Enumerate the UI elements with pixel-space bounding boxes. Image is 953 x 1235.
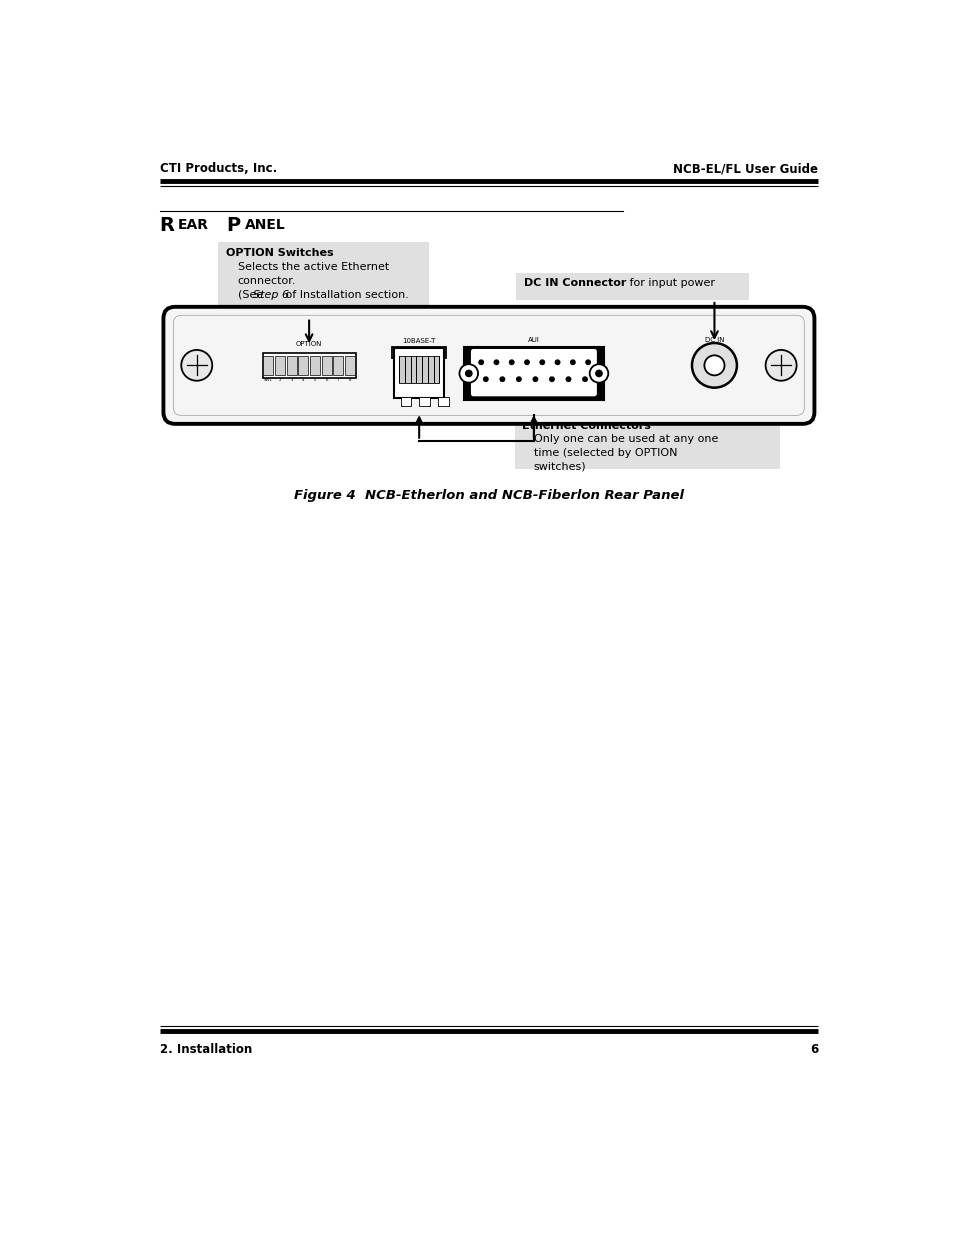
Text: P: P — [226, 216, 240, 235]
Circle shape — [464, 369, 472, 377]
Text: 10BASE-T: 10BASE-T — [402, 338, 436, 343]
FancyBboxPatch shape — [344, 356, 355, 374]
Circle shape — [477, 359, 483, 366]
Text: EAR: EAR — [178, 219, 209, 232]
Text: 6: 6 — [325, 378, 328, 383]
Text: Figure 4  NCB-Etherlon and NCB-Fiberlon Rear Panel: Figure 4 NCB-Etherlon and NCB-Fiberlon R… — [294, 489, 683, 503]
Circle shape — [765, 350, 796, 380]
FancyBboxPatch shape — [286, 356, 296, 374]
Text: ANEL: ANEL — [245, 219, 285, 232]
Circle shape — [459, 364, 477, 383]
Text: CTI Products, Inc.: CTI Products, Inc. — [159, 163, 276, 175]
Circle shape — [565, 377, 571, 382]
Circle shape — [482, 377, 488, 382]
Text: for input power: for input power — [625, 278, 715, 288]
Text: Ethernet Connectors: Ethernet Connectors — [521, 421, 651, 431]
Circle shape — [581, 377, 587, 382]
Circle shape — [493, 359, 498, 366]
Circle shape — [595, 369, 602, 377]
Circle shape — [548, 377, 555, 382]
Text: Selects the active Ethernet: Selects the active Ethernet — [237, 262, 389, 272]
FancyBboxPatch shape — [163, 306, 814, 424]
Circle shape — [691, 343, 736, 388]
Circle shape — [554, 359, 560, 366]
Circle shape — [181, 350, 212, 380]
FancyBboxPatch shape — [470, 348, 597, 396]
FancyBboxPatch shape — [398, 356, 439, 383]
FancyBboxPatch shape — [400, 396, 411, 406]
Circle shape — [508, 359, 514, 366]
FancyBboxPatch shape — [298, 356, 308, 374]
FancyBboxPatch shape — [437, 396, 448, 406]
Text: DC IN: DC IN — [704, 337, 723, 343]
Circle shape — [498, 377, 505, 382]
Text: 3: 3 — [290, 378, 293, 383]
Text: 2: 2 — [278, 378, 281, 383]
Circle shape — [523, 359, 530, 366]
Text: connector.: connector. — [237, 275, 296, 287]
Text: R: R — [159, 216, 174, 235]
Text: Step 6: Step 6 — [253, 290, 289, 300]
Circle shape — [569, 359, 576, 366]
Text: 8: 8 — [348, 378, 351, 383]
FancyBboxPatch shape — [516, 273, 748, 300]
Text: 7: 7 — [336, 378, 339, 383]
Text: 6: 6 — [809, 1042, 818, 1056]
Text: OPTION Switches: OPTION Switches — [226, 248, 334, 258]
Text: (See: (See — [237, 290, 266, 300]
FancyBboxPatch shape — [274, 356, 285, 374]
Circle shape — [584, 359, 591, 366]
FancyBboxPatch shape — [333, 356, 343, 374]
FancyBboxPatch shape — [392, 347, 446, 358]
Text: 5: 5 — [314, 378, 315, 383]
Circle shape — [532, 377, 537, 382]
Circle shape — [538, 359, 545, 366]
FancyBboxPatch shape — [464, 347, 603, 400]
FancyBboxPatch shape — [262, 353, 355, 378]
Text: 4: 4 — [302, 378, 304, 383]
FancyBboxPatch shape — [418, 396, 430, 406]
Circle shape — [589, 364, 608, 383]
FancyBboxPatch shape — [310, 356, 319, 374]
FancyBboxPatch shape — [263, 356, 274, 374]
Circle shape — [703, 356, 723, 375]
FancyBboxPatch shape — [321, 356, 332, 374]
Text: time (selected by OPTION: time (selected by OPTION — [534, 448, 677, 458]
FancyBboxPatch shape — [218, 242, 429, 317]
Text: of Installation section.: of Installation section. — [282, 290, 409, 300]
Text: SW1: SW1 — [264, 378, 273, 383]
Text: OPTION: OPTION — [295, 341, 322, 347]
FancyBboxPatch shape — [514, 415, 779, 469]
Text: 2. Installation: 2. Installation — [159, 1042, 252, 1056]
Text: Only one can be used at any one: Only one can be used at any one — [534, 433, 718, 443]
Text: AUI: AUI — [527, 337, 539, 343]
Text: switches): switches) — [534, 462, 586, 472]
FancyBboxPatch shape — [394, 348, 443, 399]
Circle shape — [516, 377, 521, 382]
Text: NCB-EL/FL User Guide: NCB-EL/FL User Guide — [673, 163, 818, 175]
Text: DC IN Connector: DC IN Connector — [523, 278, 625, 288]
